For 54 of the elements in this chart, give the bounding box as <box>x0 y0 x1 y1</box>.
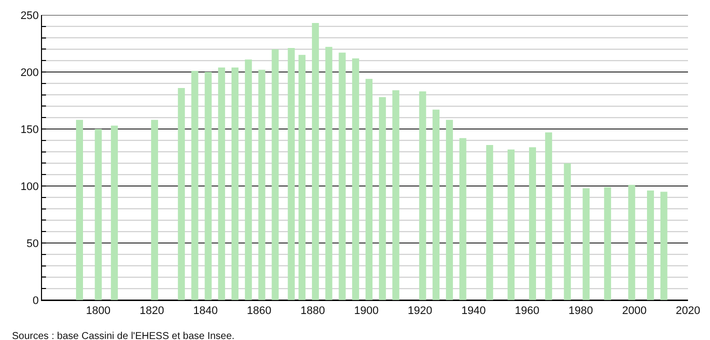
bar <box>288 48 295 300</box>
x-tick-label: 2020 <box>676 305 700 318</box>
x-tick-label: 1920 <box>408 305 432 318</box>
bar <box>76 120 84 300</box>
bar <box>352 58 360 300</box>
bar <box>204 72 212 300</box>
bar <box>338 52 346 300</box>
x-tick-label: 1860 <box>246 305 272 318</box>
bar <box>298 54 306 300</box>
bar <box>312 22 319 300</box>
bar <box>392 90 400 300</box>
y-tick-label: 50 <box>26 238 39 250</box>
y-tick-label: 200 <box>20 66 39 79</box>
x-tick-label: 1900 <box>354 305 379 318</box>
bar <box>508 150 515 300</box>
bar <box>94 129 102 300</box>
bar <box>258 70 266 300</box>
bar <box>459 138 466 300</box>
bar <box>110 126 118 300</box>
bar <box>545 132 552 300</box>
bar <box>628 184 636 300</box>
bar <box>378 97 386 300</box>
bar <box>660 192 668 300</box>
bar <box>218 67 226 300</box>
x-tick-label: 1980 <box>568 305 594 318</box>
bar <box>604 187 612 300</box>
bar <box>419 91 426 300</box>
x-tick-label: 1840 <box>193 305 218 318</box>
bar <box>244 59 252 300</box>
bar <box>272 49 279 300</box>
x-tick-label: 1800 <box>86 305 111 318</box>
y-tick-label: 150 <box>20 124 39 136</box>
x-tick-label: 2000 <box>622 305 647 318</box>
bar <box>191 70 198 300</box>
bar <box>564 163 571 300</box>
y-tick-label: 250 <box>20 10 39 22</box>
x-tick-label: 1960 <box>514 305 540 318</box>
bar <box>325 46 332 300</box>
bar <box>486 144 494 300</box>
y-tick-label: 0 <box>32 294 39 307</box>
bar <box>432 110 440 300</box>
bar <box>529 147 536 300</box>
bar <box>151 120 158 300</box>
bar <box>178 88 185 300</box>
bar <box>646 190 654 300</box>
bar <box>446 120 453 300</box>
y-tick-label: 100 <box>20 180 39 193</box>
bar <box>582 188 590 300</box>
x-tick-label: 1940 <box>461 305 486 318</box>
bar <box>232 67 238 300</box>
x-tick-label: 1880 <box>300 305 325 318</box>
bar <box>366 78 373 300</box>
x-tick-label: 1820 <box>140 305 164 318</box>
source-note: Sources : base Cassini de l'EHESS et base Insee. <box>12 331 235 340</box>
